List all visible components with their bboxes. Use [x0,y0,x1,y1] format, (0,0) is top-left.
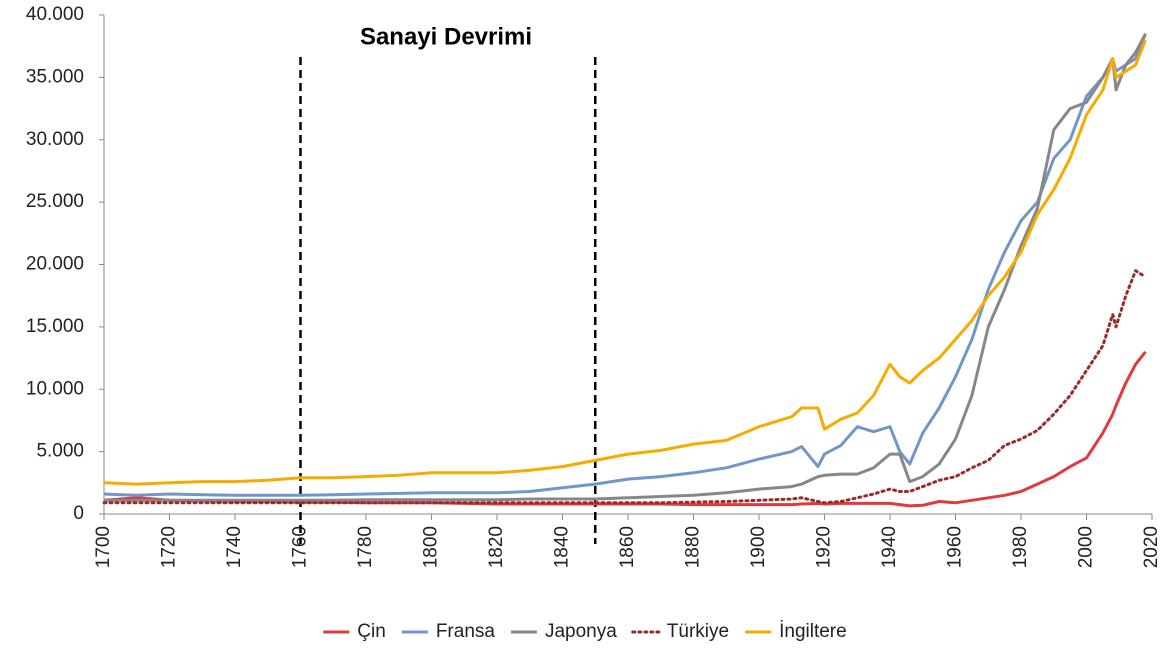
series-line [103,350,1147,508]
x-tick-label: 1780 [355,526,376,568]
x-tick-label: 1800 [421,526,442,568]
x-tick-label: 1960 [945,526,966,568]
x-tick-label: 1980 [1010,526,1031,568]
x-tick-label: 1720 [159,526,180,568]
x-tick-label: 1940 [879,526,900,568]
x-tick-label: 1880 [683,526,704,568]
x-tick-label: 2000 [1076,526,1097,568]
y-tick-label: 40.000 [26,4,84,25]
y-tick-label: 30.000 [26,129,84,150]
y-tick-label: 35.000 [26,66,84,87]
x-tick-label: 1760 [290,526,311,568]
legend-label: Fransa [436,621,496,642]
x-tick-label: 1700 [93,526,114,568]
series-line [102,269,1147,505]
y-tick-label: 20.000 [26,254,84,275]
x-tick-label: 1820 [486,526,507,568]
y-tick-label: 15.000 [26,316,84,337]
series-line [103,39,1147,486]
series-line [103,33,1147,497]
legend-label: İngiltere [779,621,847,642]
y-tick-label: 0 [73,503,84,524]
legend-label: Çin [357,621,386,642]
y-tick-label: 5.000 [36,441,84,462]
series-line [104,32,1147,502]
y-tick-label: 25.000 [26,191,84,212]
legend-label: Türkiye [667,621,729,642]
y-tick-label: 10.000 [26,378,84,399]
x-tick-label: 1860 [617,526,638,568]
x-tick-label: 1920 [814,526,835,568]
x-tick-label: 1740 [224,526,245,568]
x-tick-label: 1840 [552,526,573,568]
annotation-text: Sanayi Devrimi [360,23,532,50]
x-tick-label: 1900 [748,526,769,568]
legend-label: Japonya [545,621,617,642]
x-tick-label: 2020 [1141,526,1162,568]
